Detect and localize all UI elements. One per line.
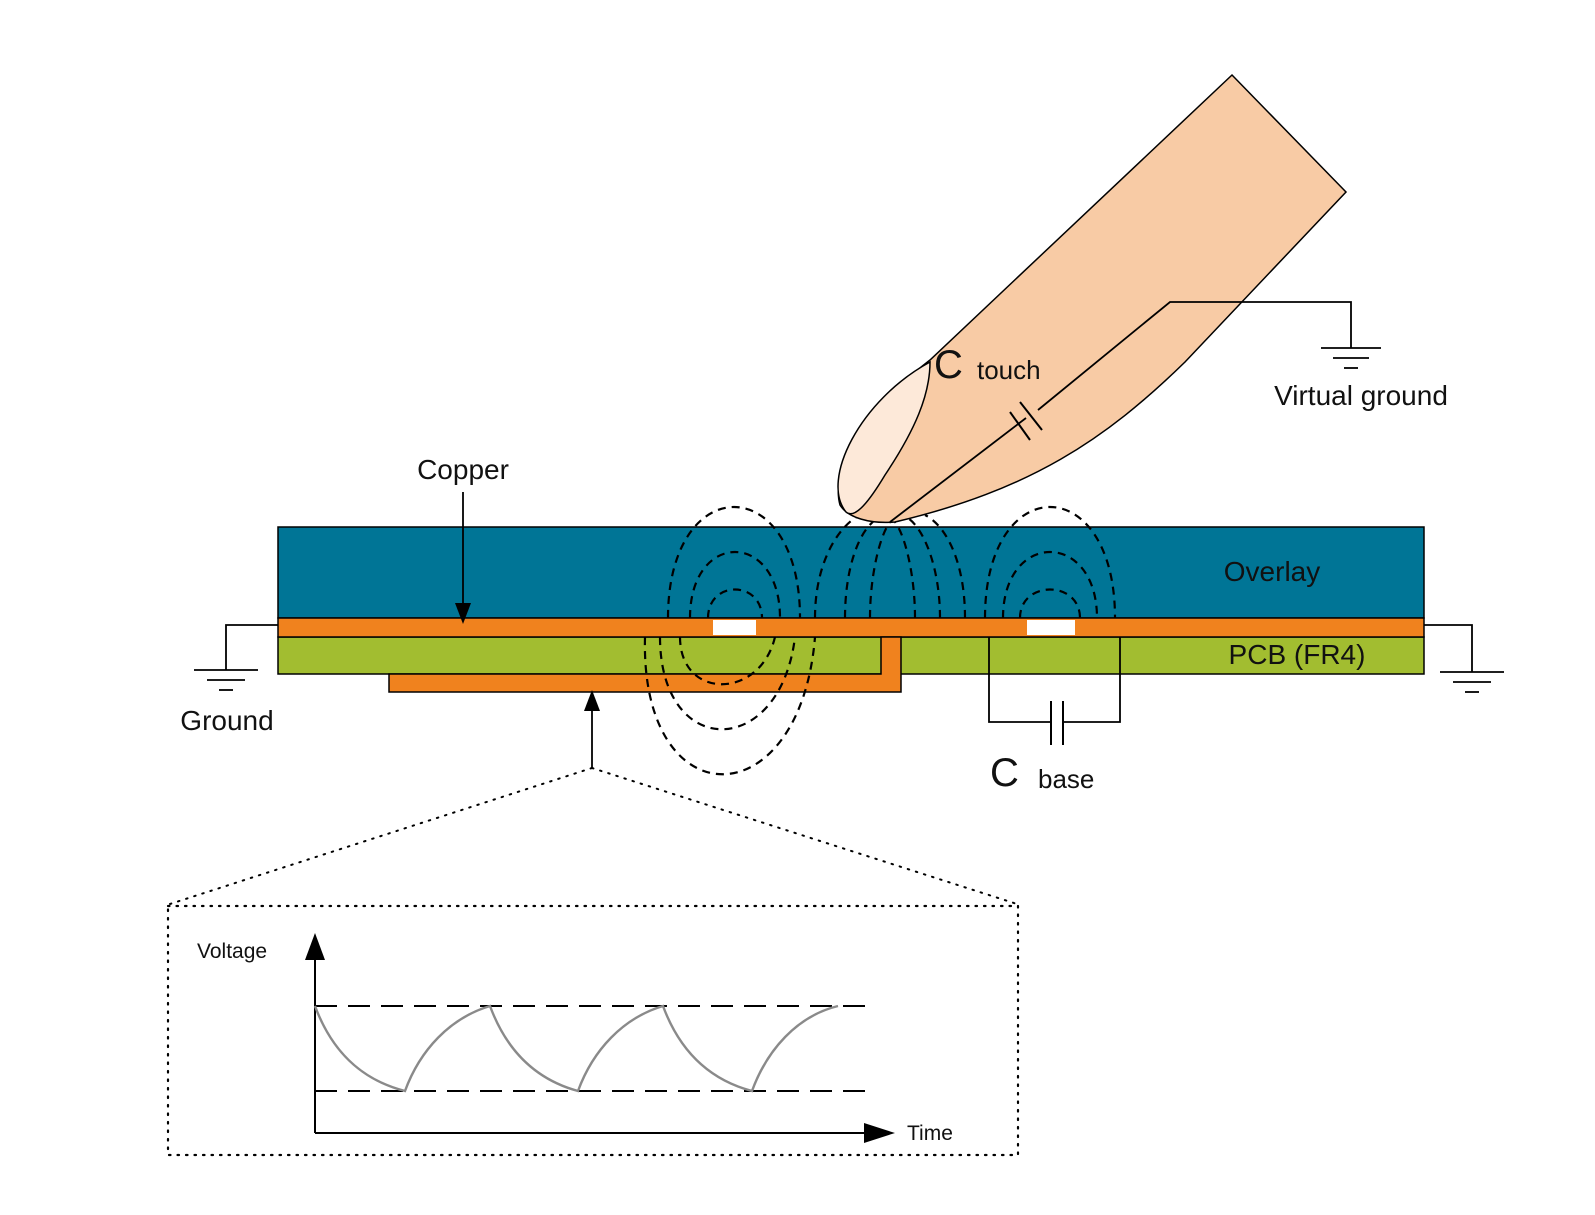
bottom-trace-arrow (584, 690, 600, 768)
c-touch-capacitor (889, 301, 1352, 523)
ground-symbol-right (1424, 624, 1504, 693)
inset-chart (305, 933, 895, 1143)
c-touch-plate (1019, 401, 1043, 431)
c-touch-label-sub: touch (977, 355, 1041, 385)
sensor-pad-gap-right (1027, 620, 1075, 635)
copper-arrow (455, 492, 471, 624)
inset-frame (166, 904, 1020, 1157)
top-copper-layer (277, 617, 1425, 638)
sensor-stack (277, 526, 1425, 693)
time-axis-label: Time (907, 1122, 953, 1145)
field-line (907, 517, 942, 619)
field-line (643, 636, 817, 776)
field-line (983, 506, 1117, 619)
waveform (313, 1004, 839, 1093)
field-line (706, 588, 764, 619)
field-line (894, 521, 917, 619)
fingernail (837, 360, 931, 515)
c-touch-plate (1009, 411, 1031, 441)
zoom-callout (166, 767, 1020, 1157)
field-lines (643, 506, 1117, 776)
pcb-layer (277, 636, 1425, 675)
finger-body (837, 73, 1348, 524)
ground-symbol-left (194, 624, 278, 691)
field-line (924, 514, 967, 619)
c-touch-wire-top (1037, 301, 1352, 411)
overlay-label: Overlay (1224, 556, 1320, 587)
field-line (678, 636, 777, 686)
y-axis-arrowhead (305, 933, 325, 960)
field-line (843, 517, 879, 619)
c-base-label-main: C (990, 751, 1019, 795)
labels: Copper Overlay PCB (FR4) Ground Virtual … (180, 343, 1448, 1145)
field-line (813, 514, 861, 619)
field-line (868, 521, 891, 619)
field-line (1001, 551, 1099, 619)
bottom-copper-trace (388, 636, 902, 693)
field-line (1018, 588, 1082, 619)
x-axis-arrowhead (864, 1123, 895, 1143)
field-line (658, 636, 797, 731)
c-base-label-sub: base (1038, 764, 1094, 794)
voltage-axis-label: Voltage (197, 940, 267, 963)
c-base-capacitor (988, 637, 1121, 745)
virtual-ground-symbol (1321, 347, 1381, 369)
copper-label: Copper (417, 454, 509, 485)
field-line (688, 551, 782, 619)
virtual-ground-label: Virtual ground (1274, 380, 1448, 411)
ground-label: Ground (180, 705, 273, 736)
finger (837, 73, 1348, 524)
overlay-layer (277, 526, 1425, 619)
field-line (666, 506, 802, 619)
c-touch-label-main: C (934, 343, 963, 387)
pcb-label: PCB (FR4) (1229, 639, 1366, 670)
c-touch-wire (889, 417, 1027, 523)
sensor-pad-gap-left (713, 620, 756, 635)
